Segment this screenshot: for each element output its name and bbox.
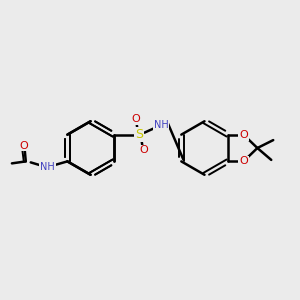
Text: NH: NH <box>40 162 55 172</box>
Text: O: O <box>139 146 148 155</box>
Text: O: O <box>20 140 28 151</box>
Text: O: O <box>131 114 140 124</box>
Text: NH: NH <box>154 120 169 130</box>
Text: O: O <box>239 130 248 140</box>
Text: S: S <box>136 128 143 141</box>
Text: O: O <box>239 156 248 167</box>
